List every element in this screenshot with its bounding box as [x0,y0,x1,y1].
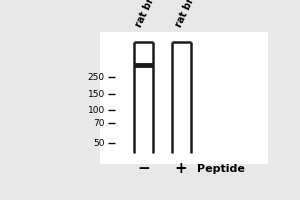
Text: Peptide: Peptide [197,164,245,174]
Text: rat brain: rat brain [174,0,203,29]
Bar [100,32,268,164]
Text: −: − [137,161,150,176]
Text: 250: 250 [88,73,105,82]
Text: rat brain: rat brain [134,0,164,29]
Text: 150: 150 [88,90,105,99]
Text: 70: 70 [93,119,105,128]
Text: +: + [174,161,187,176]
Text: 50: 50 [93,139,105,148]
Text: 100: 100 [88,106,105,115]
